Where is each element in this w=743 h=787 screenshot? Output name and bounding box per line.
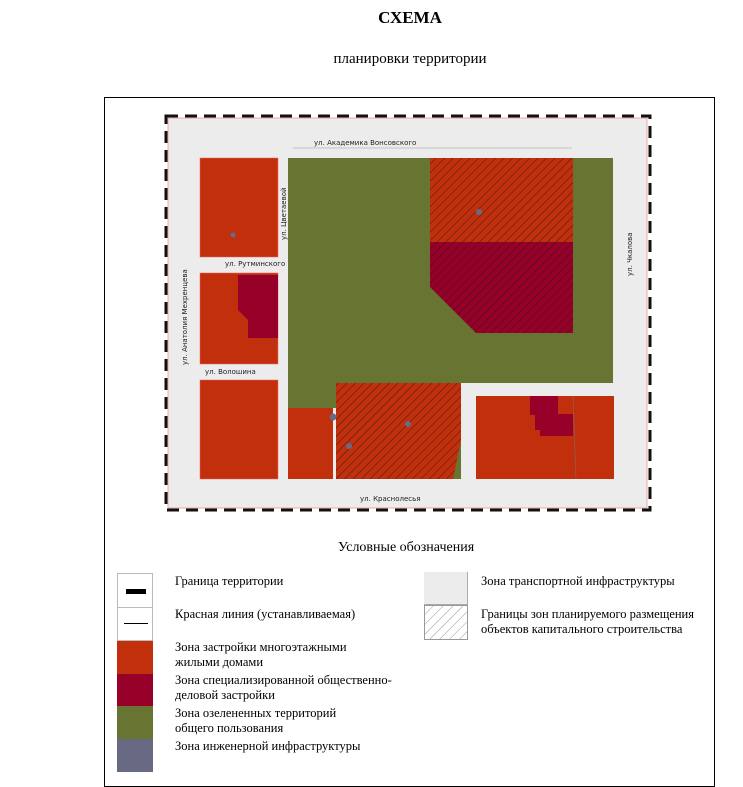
legend-swatch-business bbox=[117, 674, 153, 706]
legend-swatch-boundary bbox=[117, 573, 153, 608]
engineering-point bbox=[405, 421, 411, 427]
legend-swatch-planned-hatch bbox=[424, 605, 468, 640]
territory-boundary bbox=[164, 114, 652, 512]
legend-label: Зона инженерной инфраструктуры bbox=[175, 739, 361, 753]
street-label-right: ул. Чкалова bbox=[626, 232, 634, 276]
street-label-middle: ул. Цветаевой bbox=[280, 187, 288, 240]
page-title: СХЕМА bbox=[378, 8, 442, 27]
legend-swatch-transport bbox=[424, 572, 468, 605]
legend-label: Граница территории bbox=[175, 574, 284, 588]
street-label-top: ул. Академика Вонсовского bbox=[314, 139, 416, 147]
residential-block bbox=[288, 408, 333, 479]
street-label-cross-1: ул. Рутминского bbox=[225, 260, 285, 268]
planned-hatch bbox=[336, 383, 461, 479]
street-label-cross-2: ул. Волошина bbox=[205, 368, 256, 376]
residential-block bbox=[199, 379, 279, 480]
engineering-point bbox=[346, 443, 352, 449]
legend-label: Зона озелененных территорий общего польз… bbox=[175, 706, 337, 735]
street-label-bottom: ул. Краснолесья bbox=[360, 495, 420, 503]
planned-hatch bbox=[430, 242, 573, 333]
residential-block bbox=[199, 157, 279, 258]
legend-swatch-residential bbox=[117, 641, 153, 674]
engineering-point bbox=[476, 209, 482, 215]
business-zone bbox=[238, 275, 278, 338]
legend-label: Зона застройки многоэтажными жилыми дома… bbox=[175, 640, 347, 669]
street-label-left: ул. Анатолия Мехренцева bbox=[181, 269, 189, 365]
engineering-point bbox=[230, 232, 236, 238]
engineering-point bbox=[329, 413, 337, 421]
planned-hatch bbox=[430, 158, 573, 242]
business-zone bbox=[530, 396, 573, 436]
legend-label: Границы зон планируемого размещения объе… bbox=[481, 607, 695, 636]
legend-swatch-green bbox=[117, 706, 153, 739]
legend-label: Зона специализированной общественно-дело… bbox=[175, 673, 392, 702]
legend-title: Условные обозначения bbox=[338, 540, 475, 555]
page-subtitle: планировки территории bbox=[333, 51, 487, 67]
legend-label: Красная линия (устанавливаемая) bbox=[175, 607, 356, 621]
legend-swatch-red-line bbox=[117, 608, 153, 641]
legend-swatch-engineering bbox=[117, 739, 153, 772]
legend-label: Зона транспортной инфраструктуры bbox=[481, 574, 675, 588]
